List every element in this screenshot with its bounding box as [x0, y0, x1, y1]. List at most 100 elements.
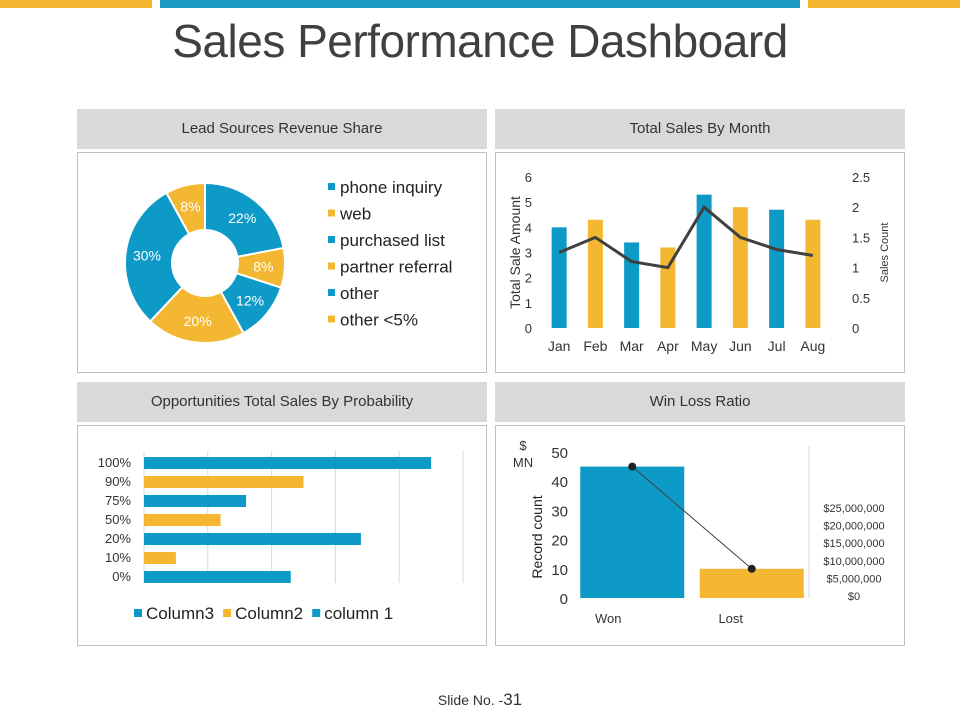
right-tick-label: $0	[848, 591, 860, 603]
month-bar	[696, 194, 712, 328]
y-tick-label: 2	[525, 271, 532, 286]
win-loss-bar	[699, 568, 804, 598]
sales-by-month-chart: 0 1 2 3 4 5 6 0 0.5 1 1.5 2 2.5 Total Sale Amount Sale…	[507, 170, 891, 354]
y-right-tick-label: 1	[852, 261, 859, 276]
y-tick-label: 50	[551, 445, 568, 462]
accent-bar-left	[0, 0, 152, 8]
y-right-tick-label: 0.5	[852, 291, 870, 306]
y-right-tick-label: 1.5	[852, 230, 870, 245]
y-right-tick-label: 0	[852, 321, 859, 336]
right-tick-label: $5,000,000	[826, 573, 881, 585]
right-tick-label: $20,000,000	[823, 521, 884, 533]
probability-bar	[144, 571, 291, 583]
y-tick-label: 0	[560, 591, 568, 608]
donut-slice-label: 20%	[184, 313, 212, 329]
y-right-axis-label: Sales Count	[879, 223, 891, 283]
y-tick-label: 75%	[105, 493, 131, 508]
donut-slice	[148, 285, 245, 344]
probability-bar	[144, 552, 176, 564]
y-tick-label: 0%	[112, 569, 131, 584]
probability-bar	[144, 495, 247, 507]
accent-bar-center	[160, 0, 800, 8]
y-tick-label: 3	[525, 246, 532, 261]
win-loss-panel: 0 10 20 30 40 50 $ MN Record count Won Lost $25,000…	[495, 425, 905, 646]
y-tick-label: 30	[551, 503, 568, 520]
probability-bar	[144, 514, 221, 526]
trend-point	[628, 462, 637, 471]
legend-item: phone inquiry	[340, 178, 443, 197]
y-right-tick-label: 2	[852, 200, 859, 215]
legend-swatch	[328, 262, 335, 270]
y-axis-label: Record count	[529, 495, 545, 578]
legend-item: other	[340, 284, 379, 303]
month-bar	[732, 207, 748, 328]
lead-sources-heading: Lead Sources Revenue Share	[77, 109, 487, 149]
month-bar	[624, 242, 640, 328]
y-tick-label: 6	[525, 170, 532, 185]
legend-item: purchased list	[340, 231, 445, 250]
donut-slice-label: 8%	[180, 198, 200, 214]
right-tick-label: $25,000,000	[823, 503, 884, 515]
x-tick-label: May	[691, 338, 717, 354]
y-unit-label: MN	[513, 455, 533, 470]
y-tick-label: 90%	[105, 474, 131, 489]
y-tick-label: 1	[525, 296, 532, 311]
y-tick-label: 4	[525, 220, 532, 235]
lead-sources-panel: 22% 8% 12% 20% 30% 8% phone inquiry web purchase…	[77, 152, 487, 373]
x-tick-label: Apr	[657, 338, 679, 354]
legend-swatch	[312, 609, 321, 617]
legend-swatch	[328, 236, 335, 243]
donut-slice-label: 22%	[228, 210, 256, 226]
legend-item: web	[339, 205, 371, 224]
legend-swatch	[328, 315, 335, 323]
donut-slice	[204, 181, 285, 258]
win-loss-heading: Win Loss Ratio	[495, 382, 905, 422]
donut-slice	[124, 191, 191, 323]
trend-point	[747, 564, 756, 573]
month-bar	[769, 209, 785, 328]
probability-bar	[144, 457, 432, 469]
y-tick-label: 10	[551, 562, 568, 579]
donut-slice-label: 30%	[133, 248, 161, 264]
slide-number-label: Slide No. -	[437, 692, 504, 708]
y-tick-label: 5	[525, 195, 532, 210]
x-tick-label: Feb	[583, 338, 607, 354]
probability-bar	[144, 476, 304, 488]
y-tick-label: 20%	[105, 531, 131, 546]
y-right-tick-label: 2.5	[852, 170, 870, 185]
trend-line	[631, 466, 753, 570]
legend-item: Column3	[146, 604, 214, 623]
legend-swatch	[223, 609, 232, 617]
legend-item: Column2	[235, 604, 303, 623]
legend-item: partner referral	[340, 258, 452, 277]
win-loss-chart: 0 10 20 30 40 50 $ MN Record count Won Lost $25,000…	[513, 438, 885, 626]
x-tick-label: Jan	[548, 338, 571, 354]
y-tick-label: 100%	[98, 455, 132, 470]
donut-slice-label: 12%	[236, 292, 264, 308]
right-tick-label: $15,000,000	[823, 538, 884, 550]
month-bar	[805, 219, 821, 328]
donut-slice	[165, 181, 206, 236]
probability-bar	[144, 533, 361, 545]
sales-by-month-heading: Total Sales By Month	[495, 109, 905, 149]
sales-count-line	[558, 204, 814, 270]
win-loss-bar	[580, 466, 685, 598]
x-tick-label: Mar	[620, 338, 644, 354]
month-bar	[551, 227, 567, 328]
x-tick-label: Won	[595, 611, 622, 626]
month-bar	[587, 219, 603, 328]
y-axis-label: Total Sale Amount	[507, 196, 523, 309]
y-tick-label: 20	[551, 533, 568, 550]
legend-swatch	[328, 183, 335, 190]
slide-number: Slide No. -31	[0, 690, 960, 710]
opportunities-panel: 100% 90% 75% 50% 20% 10% 0% Column3 Column2 colum…	[77, 425, 487, 646]
legend-swatch	[328, 289, 335, 296]
x-tick-label: Aug	[800, 338, 825, 354]
lead-sources-donut-chart: 22% 8% 12% 20% 30% 8% phone inquiry web purchase…	[124, 178, 452, 344]
sales-by-month-panel: 0 1 2 3 4 5 6 0 0.5 1 1.5 2 2.5 Total Sale Amount Sale…	[495, 152, 905, 373]
legend-item: column 1	[324, 604, 393, 623]
y-tick-label: 0	[525, 321, 532, 336]
x-tick-label: Lost	[718, 611, 743, 626]
opportunities-heading: Opportunities Total Sales By Probability	[77, 382, 487, 422]
y-tick-label: 50%	[105, 512, 131, 527]
